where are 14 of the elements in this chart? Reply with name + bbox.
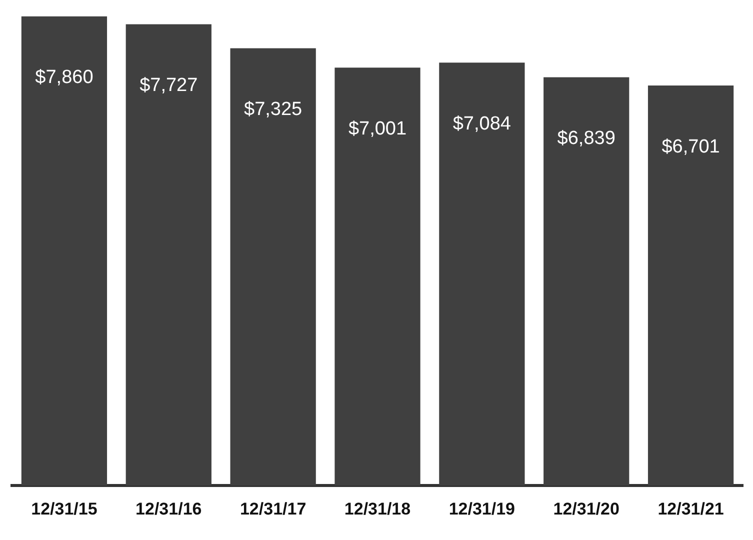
x-tick-label: 12/31/21	[658, 499, 724, 518]
data-label: $7,727	[140, 75, 198, 96]
x-tick-label: 12/31/19	[448, 499, 516, 518]
x-tick-label: 12/31/17	[240, 499, 306, 518]
x-tick-label: 12/31/18	[344, 499, 411, 518]
data-label: $6,839	[557, 128, 616, 150]
data-label: $6,701	[662, 136, 720, 158]
data-label: $7,860	[35, 67, 94, 88]
x-tick-label: 12/31/16	[136, 499, 202, 518]
x-tick-label: 12/31/15	[31, 499, 98, 518]
data-label: $7,001	[348, 118, 407, 140]
x-tick-label: 12/31/20	[553, 499, 620, 518]
data-label: $7,084	[452, 113, 512, 134]
data-label: $7,325	[244, 99, 302, 120]
